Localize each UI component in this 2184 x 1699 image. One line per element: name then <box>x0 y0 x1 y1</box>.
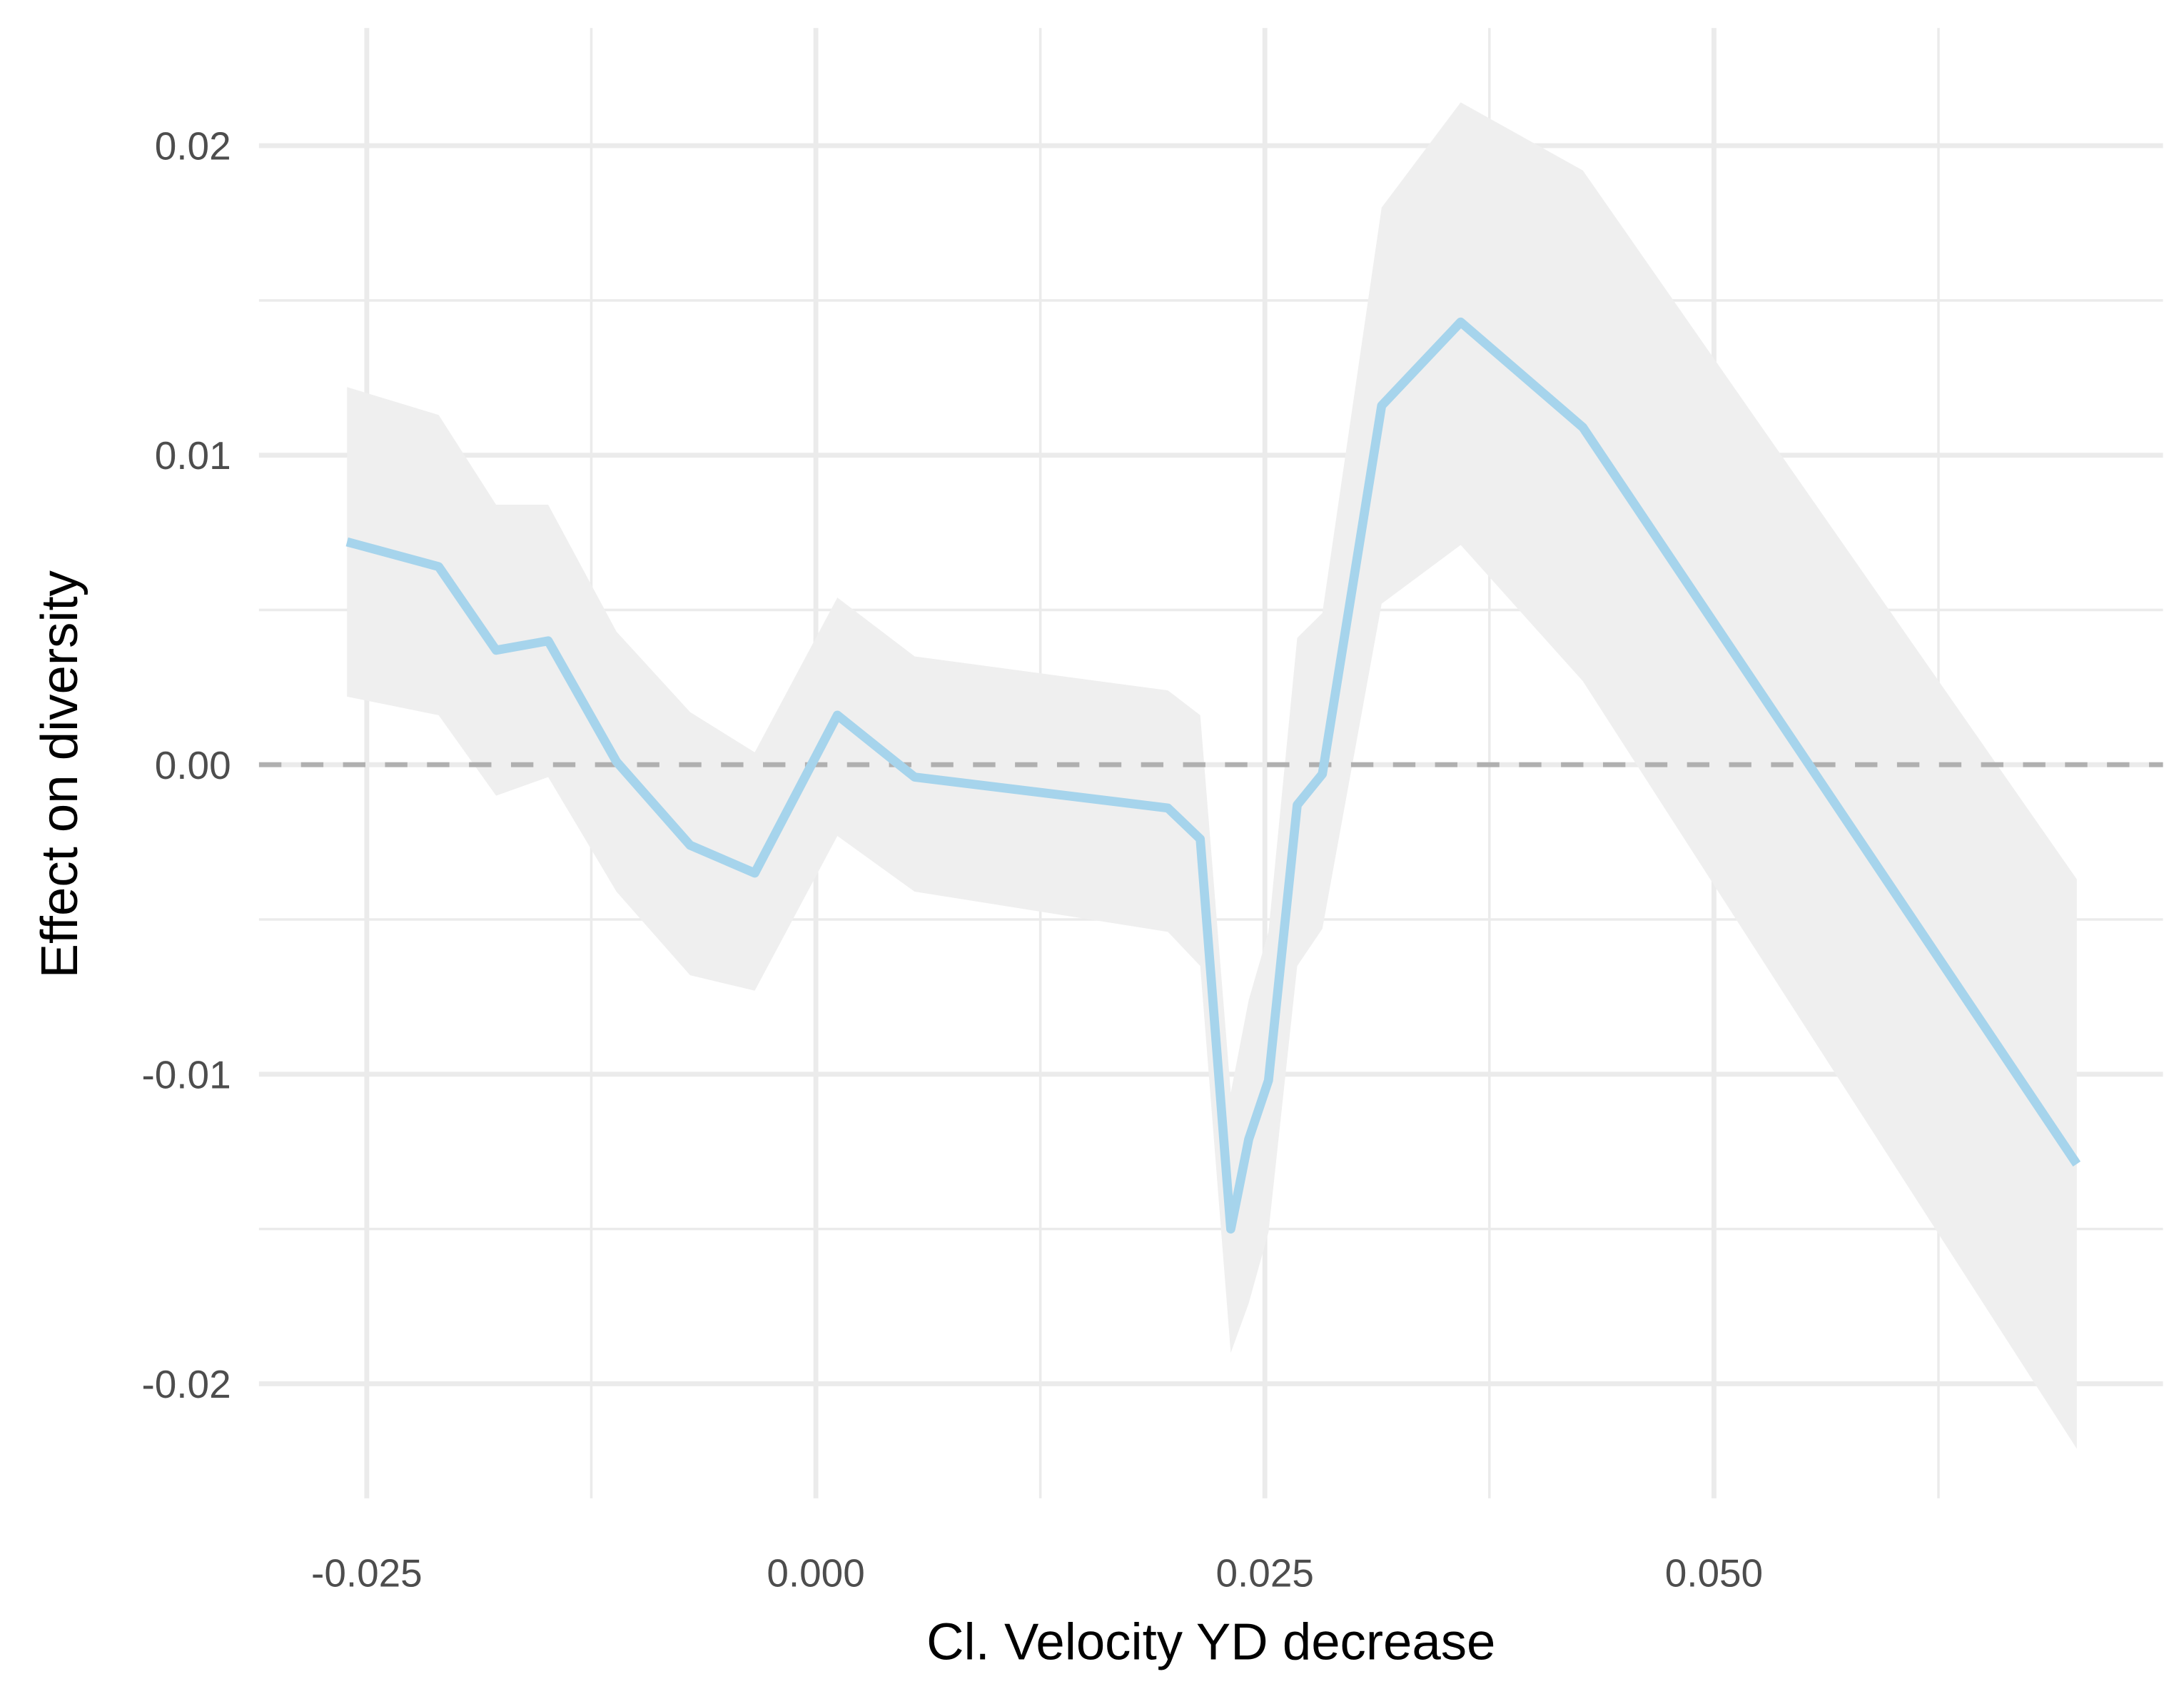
x-axis-title: Cl. Velocity YD decrease <box>926 1613 1495 1670</box>
x-tick-label: 0.000 <box>767 1551 864 1595</box>
y-tick-label: -0.01 <box>141 1052 231 1096</box>
y-tick-label: 0.01 <box>155 433 231 478</box>
x-tick-label: 0.050 <box>1665 1551 1763 1595</box>
y-tick-label: 0.00 <box>155 743 231 787</box>
y-tick-label: -0.02 <box>141 1362 231 1406</box>
x-tick-label: -0.025 <box>311 1551 423 1595</box>
y-tick-label: 0.02 <box>155 124 231 168</box>
line <box>345 317 2081 1234</box>
confidence-band <box>347 102 2077 1449</box>
x-tick-label: 0.025 <box>1216 1551 1314 1595</box>
y-axis-title: Effect on diversity <box>31 570 89 978</box>
